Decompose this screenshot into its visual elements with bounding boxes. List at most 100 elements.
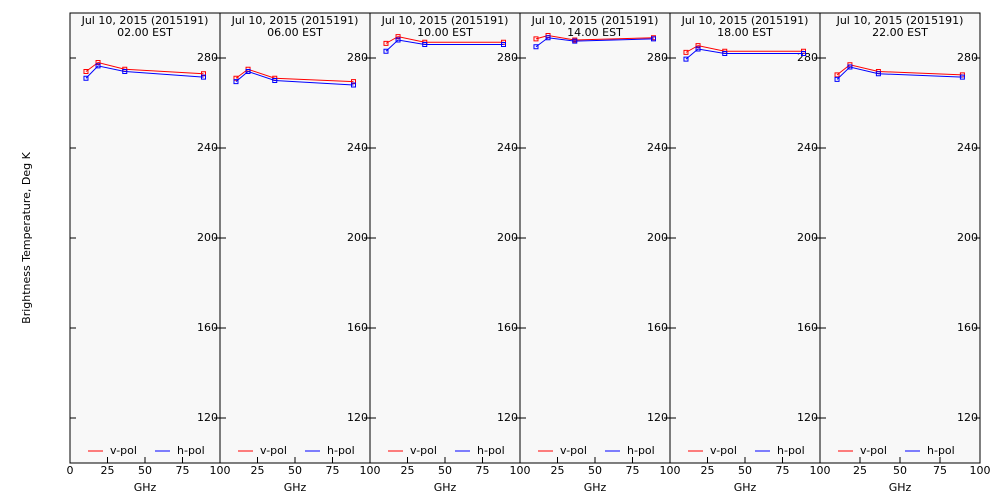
point-marker: [201, 74, 206, 80]
y-tick-label: 280: [347, 51, 368, 64]
y-tick-label: 280: [797, 51, 818, 64]
y-tick-label: 280: [957, 51, 978, 64]
y-tick-label: 120: [197, 411, 218, 424]
x-tick-label: 50: [588, 464, 602, 477]
legend-label: h-pol: [327, 444, 355, 457]
legend-label: v-pol: [110, 444, 137, 457]
legend-label: v-pol: [860, 444, 887, 457]
x-tick-label: 50: [738, 464, 752, 477]
series-line: [85, 65, 204, 79]
panel-title: Jul 10, 2015 (2015191): [381, 14, 509, 27]
y-axis-label: Brightness Temperature, Deg K: [20, 151, 33, 323]
point-marker: [422, 42, 428, 47]
x-tick-label: 50: [893, 464, 907, 477]
y-tick-label: 200: [197, 231, 218, 244]
series-line: [535, 37, 654, 48]
x-tick-label: 25: [101, 464, 115, 477]
x-tick-label: 25: [853, 464, 867, 477]
x-tick-label: 75: [326, 464, 340, 477]
point-marker: [533, 44, 539, 50]
series-line: [385, 39, 504, 52]
legend-label: h-pol: [477, 444, 505, 457]
y-tick-label: 120: [497, 411, 518, 424]
legend-label: v-pol: [410, 444, 437, 457]
plot-area: [819, 12, 981, 464]
y-tick-label: 280: [197, 51, 218, 64]
x-axis-label: GHz: [889, 481, 912, 494]
series-line: [385, 36, 504, 44]
panel-subtitle: 22.00 EST: [872, 26, 928, 39]
point-marker: [834, 76, 840, 82]
x-axis-label: GHz: [134, 481, 157, 494]
point-marker: [383, 48, 389, 54]
legend-label: h-pol: [927, 444, 955, 457]
panel-title: Jul 10, 2015 (2015191): [681, 14, 809, 27]
series-line: [836, 64, 963, 76]
point-marker: [83, 75, 89, 81]
y-tick-label: 240: [647, 141, 668, 154]
panel-subtitle: 18.00 EST: [717, 26, 773, 39]
x-axis-label: GHz: [734, 481, 757, 494]
point-marker: [875, 71, 881, 77]
plot-area: [69, 12, 221, 464]
x-tick-label: 25: [251, 464, 265, 477]
point-marker: [801, 51, 806, 56]
x-tick-label: 100: [970, 464, 991, 477]
y-tick-label: 240: [347, 141, 368, 154]
panel-title: Jul 10, 2015 (2015191): [231, 14, 359, 27]
point-marker: [233, 75, 239, 81]
point-marker: [695, 43, 701, 49]
y-tick-label: 160: [647, 321, 668, 334]
y-tick-label: 240: [497, 141, 518, 154]
x-tick-label: 25: [701, 464, 715, 477]
x-tick-label: 25: [551, 464, 565, 477]
x-tick-label: 100: [360, 464, 381, 477]
x-tick-label: 25: [401, 464, 415, 477]
point-marker: [245, 69, 251, 74]
point-marker: [233, 79, 239, 85]
x-tick-label: 100: [660, 464, 681, 477]
point-marker: [651, 36, 656, 42]
point-marker: [695, 46, 701, 52]
legend-label: h-pol: [627, 444, 655, 457]
series-line: [235, 70, 354, 86]
x-tick-label: 100: [210, 464, 231, 477]
panel-title: Jul 10, 2015 (2015191): [81, 14, 209, 27]
series-line: [85, 61, 204, 75]
panel-subtitle: 06.00 EST: [267, 26, 323, 39]
y-tick-label: 160: [347, 321, 368, 334]
point-marker: [722, 51, 728, 56]
y-tick-label: 200: [497, 231, 518, 244]
series-line: [235, 68, 354, 83]
point-marker: [395, 37, 401, 43]
point-marker: [545, 35, 551, 41]
x-tick-label: 50: [438, 464, 452, 477]
plot-area: [669, 12, 821, 464]
point-marker: [201, 71, 206, 77]
legend-label: h-pol: [777, 444, 805, 457]
y-tick-label: 160: [957, 321, 978, 334]
x-tick-label: 100: [510, 464, 531, 477]
point-marker: [572, 38, 578, 44]
y-tick-label: 200: [647, 231, 668, 244]
x-tick-label: 100: [810, 464, 831, 477]
x-tick-label: 75: [626, 464, 640, 477]
y-tick-label: 120: [957, 411, 978, 424]
x-axis-label: GHz: [434, 481, 457, 494]
y-tick-label: 240: [957, 141, 978, 154]
x-tick-label: 0: [67, 464, 74, 477]
panel-subtitle: 10.00 EST: [417, 26, 473, 39]
y-tick-label: 240: [797, 141, 818, 154]
x-axis-label: GHz: [584, 481, 607, 494]
x-tick-label: 75: [176, 464, 190, 477]
y-tick-label: 280: [497, 51, 518, 64]
y-tick-label: 160: [197, 321, 218, 334]
y-tick-label: 200: [957, 231, 978, 244]
point-marker: [501, 42, 506, 47]
y-tick-label: 200: [797, 231, 818, 244]
point-marker: [383, 40, 389, 46]
point-marker: [272, 78, 278, 83]
point-marker: [122, 69, 128, 74]
y-tick-label: 160: [497, 321, 518, 334]
